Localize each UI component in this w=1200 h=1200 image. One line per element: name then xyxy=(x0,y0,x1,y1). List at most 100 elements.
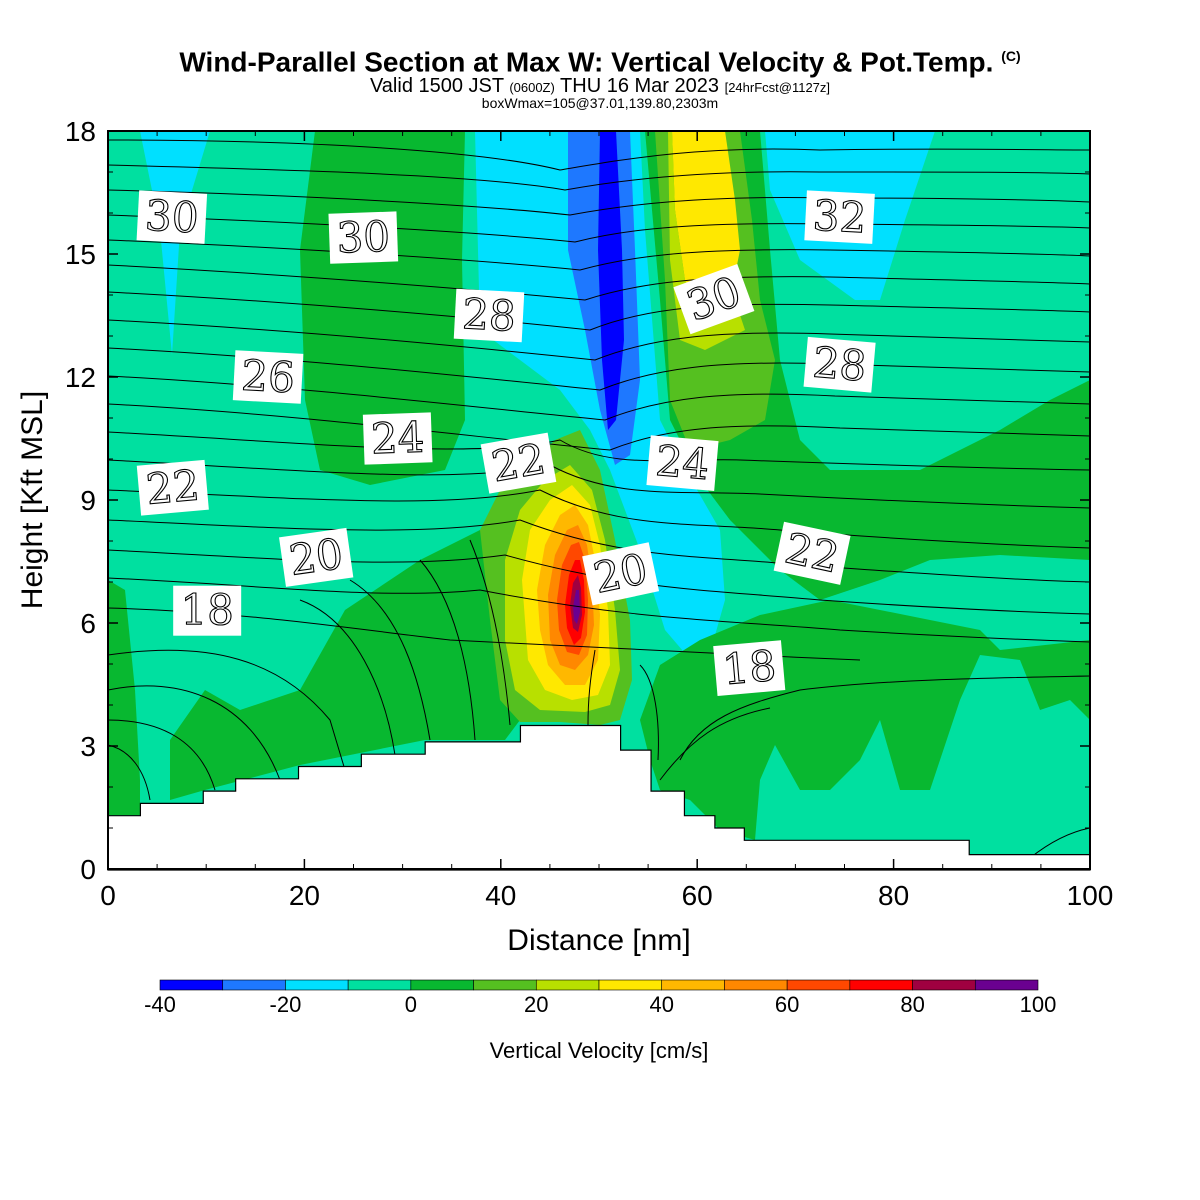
colorbar-swatch xyxy=(347,979,412,991)
colorbar-swatch xyxy=(410,979,474,991)
contour-line xyxy=(107,375,1091,421)
colorbar-tick-label: -20 xyxy=(270,992,302,1017)
contour-label-text: 22 xyxy=(144,460,202,513)
y-tick-label: 9 xyxy=(80,485,96,516)
contour-label-text: 30 xyxy=(336,212,391,263)
contour-label-box xyxy=(362,412,433,465)
contour-label: 32 xyxy=(804,190,875,244)
contour-label-box xyxy=(173,585,242,636)
y-tick-label: 6 xyxy=(80,608,96,639)
contour-line xyxy=(107,264,1091,301)
contour-label: 20 xyxy=(279,527,354,587)
contour-label-box xyxy=(453,288,525,343)
contour-line xyxy=(107,319,1091,361)
chart-title-block: Wind-Parallel Section at Max W: Vertical… xyxy=(0,40,1200,110)
box-wmax-line: boxWmax=105@37.01,139.80,2303m xyxy=(481,95,719,112)
contour-line xyxy=(107,347,1091,391)
contour-line xyxy=(107,649,346,771)
colorbar-swatch xyxy=(473,979,537,991)
contour-line xyxy=(349,579,431,741)
field-updraft-purple xyxy=(573,590,580,624)
colorbar-swatch xyxy=(222,979,286,991)
contour-label-text: 22 xyxy=(488,434,549,492)
colorbar-swatch xyxy=(974,979,1039,991)
contour-line xyxy=(469,539,511,726)
copyright-mark: (C) xyxy=(1001,48,1021,64)
colorbar-swatch xyxy=(786,979,851,991)
contour-line xyxy=(107,719,216,791)
contour-label-text: 22 xyxy=(781,523,843,582)
contour-label-box xyxy=(232,350,304,404)
contour-label-text: 28 xyxy=(811,337,869,390)
colorbar-tick-label: 20 xyxy=(524,992,548,1017)
contour-label: 26 xyxy=(232,350,304,404)
contour-label-box xyxy=(646,435,719,491)
contour-line xyxy=(419,559,476,741)
y-tick-label: 3 xyxy=(80,731,96,762)
contour-line xyxy=(107,489,1091,549)
contour-label-text: 24 xyxy=(654,436,712,489)
contour-label: 30 xyxy=(136,190,208,244)
colorbar-tick-label: 60 xyxy=(775,992,799,1017)
contour-label-box xyxy=(713,640,786,696)
contour-label: 22 xyxy=(136,459,209,516)
colorbar-label: Vertical Velocity [cm/s] xyxy=(490,1038,709,1063)
contour-label: 24 xyxy=(362,412,433,465)
contour-label-box xyxy=(136,459,209,516)
contour-line xyxy=(107,431,1091,471)
contour-label-box xyxy=(279,527,354,587)
x-tick-label: 0 xyxy=(100,880,116,911)
contour-label: 28 xyxy=(453,288,525,343)
colorbar-tick-label: 100 xyxy=(1020,992,1057,1017)
contour-label-text: 30 xyxy=(144,191,200,243)
colorbar-swatch xyxy=(724,979,788,991)
contour-line xyxy=(679,675,1091,761)
contour-label-text: 26 xyxy=(240,351,296,403)
x-axis-label: Distance [nm] xyxy=(507,924,690,957)
contour-label-box xyxy=(480,432,557,494)
y-tick-label: 18 xyxy=(65,116,96,147)
contour-label-text: 20 xyxy=(286,529,346,585)
contour-label-box xyxy=(803,336,876,393)
y-tick-label: 15 xyxy=(65,239,96,270)
contour-line xyxy=(107,685,281,781)
contour-line xyxy=(1029,827,1091,859)
field-green-upper-right xyxy=(645,131,1090,600)
contour-label: 18 xyxy=(173,585,242,636)
contour-label: 18 xyxy=(713,640,786,696)
contour-line xyxy=(107,459,1091,509)
field-green-lower xyxy=(108,580,140,815)
contour-line xyxy=(107,744,151,801)
field-deep-blue-core xyxy=(598,131,624,430)
contour-label: 24 xyxy=(646,435,719,491)
colorbar-tick-label: -40 xyxy=(144,992,176,1017)
x-tick-label: 100 xyxy=(1067,880,1114,911)
contour-label-text: 24 xyxy=(370,413,425,464)
colorbar-swatch xyxy=(159,979,224,991)
contour-label-box xyxy=(773,521,851,585)
colorbar-swatch xyxy=(661,979,725,991)
contour-line xyxy=(587,649,596,726)
contour-line xyxy=(107,139,1091,171)
contour-label-box xyxy=(582,542,660,606)
contour-label-text: 18 xyxy=(720,641,778,694)
terrain-mask xyxy=(107,724,1091,871)
x-tick-label: 80 xyxy=(878,880,909,911)
x-axis: 0 20 40 60 80 100 xyxy=(100,131,1113,911)
x-tick-label: 60 xyxy=(682,880,713,911)
contour-label-text: 32 xyxy=(812,191,868,243)
x-tick-label: 40 xyxy=(485,880,516,911)
colorbar: -40 -20 0 20 40 60 80 100 xyxy=(144,979,1057,1017)
valid-time-line: Valid 1500 JST (0600Z) THU 16 Mar 2023 [… xyxy=(369,75,831,98)
contour-line xyxy=(659,707,771,781)
potential-temperature-contours xyxy=(107,139,1091,859)
contour-line xyxy=(107,403,1091,451)
contour-label-box xyxy=(328,211,399,264)
colorbar-swatch xyxy=(598,979,663,991)
y-axis: 0 3 6 9 12 15 18 xyxy=(65,116,1090,885)
contour-label-box xyxy=(673,263,755,335)
contour-label: 22 xyxy=(773,521,851,585)
